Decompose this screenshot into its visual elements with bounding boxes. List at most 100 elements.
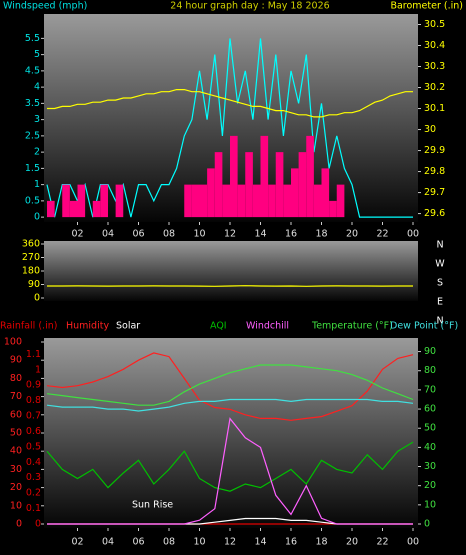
y-tick-label: 60 <box>10 409 22 420</box>
y3-tick-label: 0.4 <box>26 457 41 468</box>
bar <box>207 168 215 218</box>
x-tick-label: 22 <box>376 537 388 548</box>
y3-tick-label: 0.9 <box>26 380 41 391</box>
compass-label: W <box>435 259 445 270</box>
y2-tick-label: 30.5 <box>424 19 445 30</box>
y2-tick-label: 30.3 <box>424 61 445 72</box>
bar <box>336 184 345 218</box>
bar <box>92 200 101 218</box>
y3-tick-label: 0.6 <box>26 426 41 437</box>
y2-tick-label: 0 <box>424 519 430 530</box>
y-tick-label: 3.5 <box>25 98 40 109</box>
y2-tick-label: 30.2 <box>424 82 445 93</box>
legend-label: AQI <box>210 321 227 332</box>
legend-label: Rainfall (.in) <box>0 321 57 332</box>
bar <box>184 184 192 218</box>
y2-tick-label: 40 <box>424 442 436 453</box>
x-tick-label: 08 <box>163 537 175 548</box>
y2-tick-label: 29.6 <box>424 208 445 219</box>
y-tick-label: 100 <box>4 337 22 348</box>
x-tick-label: 02 <box>71 537 83 548</box>
y-tick-label: 180 <box>22 266 40 277</box>
y3-tick-label: 0.1 <box>26 503 41 514</box>
x-tick-label: 20 <box>346 229 358 240</box>
x-tick-label: 22 <box>376 229 388 240</box>
y3-tick-label: 1.1 <box>26 349 41 360</box>
y-tick-label: 90 <box>28 279 40 290</box>
bar <box>283 184 291 218</box>
y2-tick-label: 70 <box>424 384 436 395</box>
bar <box>69 200 78 218</box>
bar <box>291 168 299 218</box>
bar <box>100 184 108 218</box>
series-line <box>47 285 413 287</box>
y3-tick-label: 0.5 <box>26 441 41 452</box>
bar <box>230 135 238 218</box>
y-tick-label: 30 <box>10 464 22 475</box>
x-tick-label: 02 <box>71 229 83 240</box>
y-tick-label: 0 <box>34 293 40 304</box>
y2-tick-label: 50 <box>424 423 436 434</box>
annotation: Sun Rise <box>132 500 173 511</box>
y-tick-label: 0 <box>16 519 22 530</box>
y2-tick-label: 80 <box>424 365 436 376</box>
bar <box>321 168 330 218</box>
y3-tick-label: 0 <box>35 519 41 530</box>
y2-tick-label: 30.4 <box>424 40 445 51</box>
x-tick-label: 08 <box>163 229 175 240</box>
x-tick-label: 12 <box>224 537 236 548</box>
x-tick-label: 14 <box>254 537 266 548</box>
compass-label: E <box>437 297 443 308</box>
x-tick-label: 12 <box>224 229 236 240</box>
x-tick-label: 16 <box>285 537 297 548</box>
y-axis-title: Windspeed (mph) <box>3 1 87 12</box>
y-tick-label: 40 <box>10 446 22 457</box>
x-tick-label: 00 <box>407 537 419 548</box>
bar <box>306 135 314 218</box>
series-line <box>46 441 414 492</box>
legend-label: Humidity <box>66 321 109 332</box>
chart-title: 24 hour graph day : May 18 2026 <box>170 1 329 12</box>
y-tick-label: 1 <box>34 179 40 190</box>
y2-tick-label: 30 <box>424 461 436 472</box>
y-tick-label: 4.5 <box>25 65 40 76</box>
legend-label: Temperature (°F) <box>311 321 393 332</box>
bar <box>191 184 200 218</box>
y2-axis-title: Barometer (.in) <box>390 1 463 12</box>
y2-tick-label: 60 <box>424 404 436 415</box>
x-tick-label: 06 <box>132 229 144 240</box>
plot-area <box>44 338 418 528</box>
y-tick-label: 5.5 <box>25 33 40 44</box>
y3-tick-label: 0.8 <box>26 395 41 406</box>
x-tick-label: 18 <box>315 537 327 548</box>
x-tick-label: 14 <box>254 229 266 240</box>
series-line <box>46 352 414 421</box>
x-tick-label: 10 <box>193 537 205 548</box>
x-tick-label: 04 <box>102 229 114 240</box>
bar <box>214 152 223 218</box>
y-tick-label: 80 <box>10 373 22 384</box>
compass-label: N <box>436 240 443 251</box>
legend-label: Solar <box>116 321 140 332</box>
x-tick-label: 00 <box>407 229 419 240</box>
series-line <box>47 89 413 118</box>
y2-tick-label: 29.8 <box>424 166 445 177</box>
series-line <box>46 38 413 218</box>
y3-tick-label: 0.7 <box>26 411 41 422</box>
y-tick-label: 0 <box>34 212 40 223</box>
y-tick-label: 10 <box>10 500 22 511</box>
y-tick-label: 2 <box>34 147 40 158</box>
x-tick-label: 20 <box>346 537 358 548</box>
bar <box>260 135 269 218</box>
x-tick-label: 10 <box>193 229 205 240</box>
bar <box>199 184 208 218</box>
series-line <box>46 364 414 406</box>
y-tick-label: 4 <box>34 82 40 93</box>
x-tick-label: 06 <box>132 537 144 548</box>
y-tick-label: 360 <box>22 239 40 250</box>
bar <box>115 184 124 218</box>
bar <box>47 200 55 218</box>
legend-label: Dew Point (°F) <box>390 321 458 332</box>
bar <box>62 184 70 218</box>
